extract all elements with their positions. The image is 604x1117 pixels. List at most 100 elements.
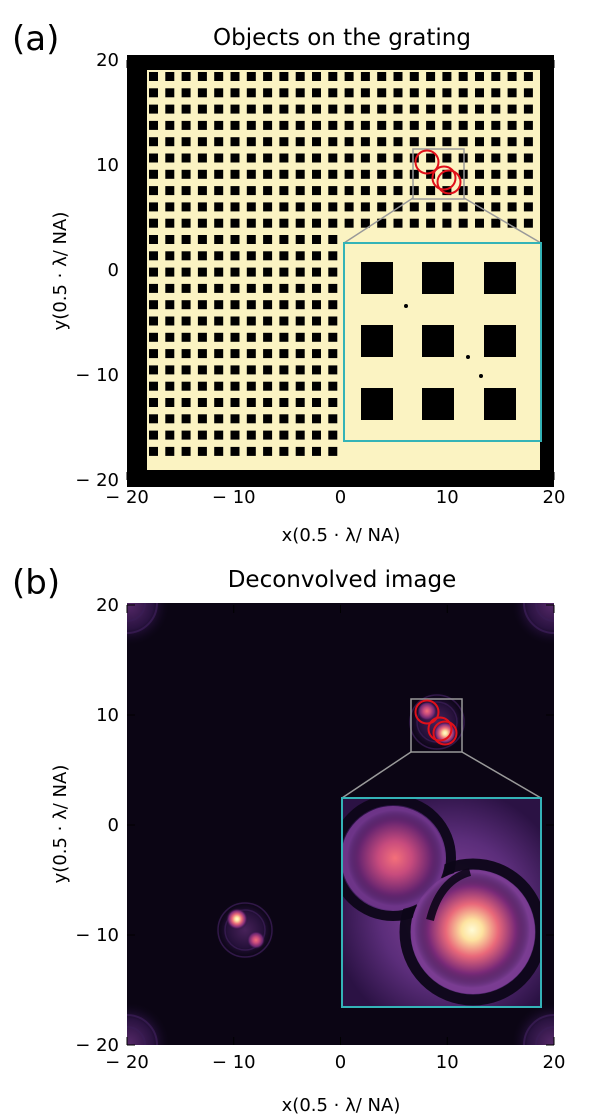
grating-hole [328,72,338,81]
grating-hole [507,153,517,163]
grating-hole [263,153,273,163]
grating-hole [295,414,305,424]
grating-hole [442,88,452,98]
grating-hole [263,332,273,342]
grating-hole [149,72,158,81]
grating-hole [360,186,370,196]
grating-hole [197,349,207,359]
grating-hole [181,251,191,261]
grating-hole [295,300,305,310]
grating-hole [149,218,158,228]
grating-hole [197,153,207,163]
x-tick-label: − 20 [105,487,149,508]
grating-hole [312,153,321,163]
grating-hole [458,169,468,179]
grating-hole [312,267,321,277]
grating-hole [279,267,289,277]
grating-hole [197,332,207,342]
grating-hole [149,316,158,326]
grating-hole [426,104,436,114]
grating-hole [328,218,338,228]
grating-hole [181,235,191,244]
grating-hole [149,332,158,342]
grating-hole [442,218,452,228]
grating-hole [246,267,256,277]
grating-hole [475,218,484,228]
grating-holes [149,72,533,456]
grating-hole [328,332,338,342]
grating-hole [165,365,175,375]
inset-object-2 [466,355,470,359]
grating-hole [197,251,207,261]
grating-hole [409,88,419,98]
grating-hole [458,104,468,114]
grating-hole [458,137,468,147]
grating-hole [279,365,289,375]
grating-hole [197,104,207,114]
grating-hole [197,120,207,130]
grating-hole [279,137,289,147]
grating-hole [197,186,207,196]
grating-hole [181,137,191,147]
panel-b: (b) Deconvolved image [12,563,566,1116]
grating-hole [409,72,419,81]
grating-hole [149,365,158,375]
zoom-box-b [410,698,463,753]
grating-hole [377,120,387,130]
grating-hole [377,104,387,114]
grating-hole [426,72,436,81]
grating-hole [328,349,338,359]
grating-hole [246,398,256,407]
grating-hole [214,316,224,326]
x-tick-label: 20 [543,1052,566,1073]
grating-hole [312,137,321,147]
grating-hole [181,381,191,391]
grating-hole [214,349,224,359]
grating-hole [312,332,321,342]
grating-hole [491,169,501,179]
grating-hole [263,88,273,98]
grating-hole [165,202,175,212]
grating-hole [507,137,517,147]
grating-hole [523,72,533,81]
inset-spot-1 [347,810,443,906]
grating-hole [214,300,224,310]
grating-hole [149,398,158,407]
grating-hole [181,186,191,196]
grating-hole [507,202,517,212]
inset-object-3 [479,374,483,378]
grating-hole [230,316,240,326]
grating-hole [475,104,484,114]
x-tick-label: − 10 [212,487,256,508]
grating-hole [263,316,273,326]
grating-hole [426,153,436,163]
grating-hole [523,186,533,196]
grating-hole [230,414,240,424]
grating-hole [507,88,517,98]
grating-hole [263,235,273,244]
grating-hole [442,137,452,147]
grating-hole [523,137,533,147]
grating-hole [181,267,191,277]
y-tick-label: 0 [108,260,119,281]
image-features [127,603,554,1045]
grating-hole [165,300,175,310]
grating-hole [360,218,370,228]
grating-hole [458,88,468,98]
grating-hole [214,381,224,391]
grating-hole [523,120,533,130]
inset-hole [484,262,516,294]
grating-hole [214,186,224,196]
grating-hole [295,169,305,179]
grating-hole [263,104,273,114]
grating-hole [328,251,338,261]
grating-hole [344,137,354,147]
grating-hole [295,381,305,391]
grating-hole [149,153,158,163]
grating-hole [246,300,256,310]
grating-hole [279,446,289,456]
zoom-box [412,148,465,200]
grating-hole [491,202,501,212]
grating-hole [165,104,175,114]
grating-hole [442,202,452,212]
